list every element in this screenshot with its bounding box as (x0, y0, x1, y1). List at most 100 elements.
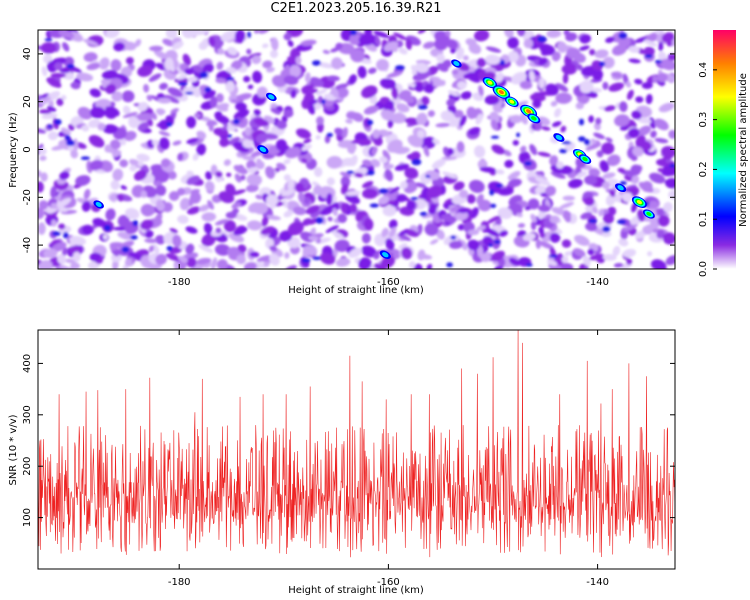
snr-background (38, 330, 675, 569)
noise-spot (493, 239, 501, 245)
noise-spot (559, 148, 568, 154)
heatmap-feature (265, 92, 277, 102)
noise-spot (185, 91, 194, 95)
colorbar-tick-label: 0.4 (698, 62, 709, 78)
x-tick-label: -160 (377, 577, 400, 588)
snr-x-ticks: -180 -160 -140 (168, 330, 609, 588)
noise-spot (247, 31, 251, 39)
colorbar-tick-label: 0.0 (698, 261, 709, 277)
noise-spot (227, 134, 232, 139)
noise-spot (312, 60, 321, 66)
heatmap-x-ticks: -180 -160 -140 (168, 30, 609, 288)
noise-spot (578, 118, 585, 126)
heatmap-feature (615, 183, 627, 193)
noise-spot (349, 30, 358, 36)
colorbar-ticks: 0.0 0.1 0.2 0.3 0.4 (698, 62, 717, 277)
colorbar-tick-label: 0.2 (698, 161, 709, 177)
noise-spot (369, 203, 379, 208)
x-tick-label: -180 (168, 577, 191, 588)
noise-spot (617, 219, 627, 225)
noise-spot (584, 139, 591, 146)
noise-spot (644, 54, 653, 59)
colorbar-tick-label: 0.1 (698, 211, 709, 227)
heatmap-y-ticks: -40 -20 0 20 40 (22, 48, 675, 253)
noise-spot (588, 218, 598, 224)
x-tick-label: -160 (377, 277, 400, 288)
noise-spot (417, 104, 428, 110)
heatmap-feature (504, 96, 519, 108)
noise-spot (411, 158, 422, 166)
x-tick-label: -180 (168, 277, 191, 288)
heatmap-y-axis-label: Frequency (Hz) (8, 112, 19, 188)
noise-spot (204, 86, 212, 93)
noise-spot (80, 156, 90, 160)
noise-spot (166, 245, 173, 251)
heatmap-feature (527, 113, 541, 124)
noise-spot (450, 235, 457, 240)
snr-y-axis-label: SNR (10 * v/v) (8, 414, 19, 485)
noise-spot (602, 225, 611, 233)
colorbar-label: Normalized spectral amplitude (738, 73, 749, 227)
y-tick-label: 40 (22, 48, 33, 61)
chart-title: C2E1.2023.205.16.39.R21 (270, 1, 442, 16)
heatmap-feature (451, 59, 462, 68)
noise-spot (226, 77, 235, 81)
colorbar-gradient (713, 30, 736, 269)
noise-spot (321, 99, 326, 105)
noise-spot (52, 231, 61, 236)
y-tick-label: 20 (22, 95, 33, 108)
noise-spot (378, 188, 389, 194)
y-tick-label: 300 (22, 405, 33, 424)
y-tick-label: 400 (22, 354, 33, 373)
heatmap-feature (257, 145, 269, 154)
x-tick-label: -140 (586, 577, 609, 588)
noise-spot (54, 119, 62, 125)
snr-frame (37, 329, 676, 570)
noise-spot (525, 263, 533, 267)
heatmap-feature (642, 209, 655, 219)
noise-spot (446, 262, 453, 268)
noise-spot (47, 124, 53, 129)
colorbar: 0.0 0.1 0.2 0.3 0.4 Normalized spectral ampl… (698, 30, 749, 277)
heatmap-plot: -180 -160 -140 -40 -20 0 20 40 Height of strai… (8, 29, 676, 296)
x-tick-label: -140 (586, 277, 609, 288)
noise-spot (490, 135, 500, 139)
y-tick-label: 100 (22, 508, 33, 527)
noise-spot (233, 118, 240, 125)
snr-plot: -180 -160 -140 100 200 300 400 Height of stra… (8, 329, 676, 596)
noise-spot (65, 134, 71, 141)
snr-x-axis-label: Height of straight line (km) (288, 585, 424, 596)
noise-spot (366, 119, 374, 126)
noise-spot (121, 246, 130, 253)
noise-spot (669, 163, 675, 168)
noise-spot (44, 38, 53, 42)
snr-series-line (38, 330, 675, 558)
noise-spot (66, 63, 75, 69)
heatmap-feature (379, 250, 391, 259)
heatmap-feature (631, 196, 647, 208)
noise-spot (618, 32, 628, 39)
noise-spot (326, 132, 333, 138)
noise-spot (524, 161, 532, 166)
noise-spot (130, 235, 138, 240)
snr-y-ticks: 100 200 300 400 (22, 354, 675, 527)
heatmap-feature (482, 76, 498, 89)
y-tick-label: 0 (22, 146, 33, 152)
noise-spot (419, 211, 428, 217)
noise-spot (489, 203, 497, 208)
noise-spot (312, 256, 322, 261)
noise-spot (301, 258, 311, 263)
noise-spot (488, 243, 494, 247)
y-tick-label: -20 (22, 189, 33, 205)
noise-spot (537, 35, 547, 43)
heatmap-noise-layer (38, 30, 675, 269)
noise-spot (598, 61, 606, 67)
noise-spot (548, 254, 559, 258)
noise-spot (199, 71, 209, 79)
noise-spot (315, 217, 324, 224)
heatmap-feature (578, 154, 592, 164)
noise-spot (516, 132, 521, 138)
heatmap-feature (553, 133, 565, 142)
noise-spot (495, 184, 504, 188)
